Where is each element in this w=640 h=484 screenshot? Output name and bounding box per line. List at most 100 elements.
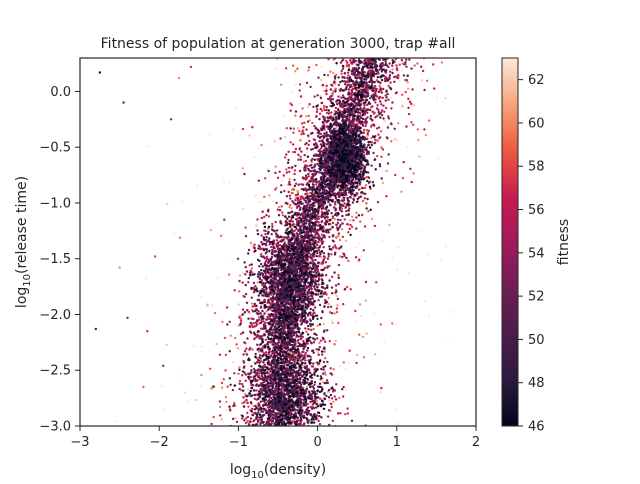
scatter-point [348, 59, 352, 62]
scatter-point [327, 409, 331, 412]
scatter-point [291, 150, 294, 154]
scatter-point [243, 419, 246, 422]
scatter-point [258, 200, 261, 204]
scatter-point [271, 352, 274, 355]
scatter-point [367, 210, 370, 213]
scatter-point [265, 310, 268, 313]
scatter-point [349, 219, 352, 222]
scatter-point [246, 420, 249, 423]
scatter-point [373, 155, 376, 159]
scatter-point [309, 400, 312, 404]
scatter-point [343, 80, 346, 83]
scatter-point [319, 397, 322, 400]
scatter-point [341, 67, 345, 71]
scatter-point [261, 210, 264, 213]
scatter-point [346, 61, 349, 64]
scatter-point [259, 247, 262, 251]
scatter-point [312, 327, 315, 331]
scatter-point [284, 439, 286, 441]
scatter-point [298, 169, 302, 173]
scatter-point [299, 197, 303, 200]
scatter-point [435, 96, 439, 100]
scatter-point [344, 206, 347, 209]
scatter-point [280, 205, 283, 208]
scatter-point [278, 170, 281, 173]
scatter-point [307, 114, 310, 118]
scatter-point [413, 64, 416, 67]
scatter-point [304, 178, 308, 181]
scatter-point [163, 407, 166, 411]
scatter-point [253, 155, 256, 159]
scatter-point [395, 64, 398, 67]
scatter-point [380, 146, 383, 149]
scatter-point [390, 140, 393, 143]
scatter-point [292, 188, 296, 191]
scatter-point [318, 140, 321, 143]
scatter-point [331, 215, 335, 218]
scatter-point [348, 116, 351, 119]
scatter-point [238, 382, 241, 385]
scatter-point [321, 262, 325, 265]
scatter-point [305, 152, 308, 155]
scatter-point [310, 159, 313, 162]
scatter-point [277, 206, 281, 209]
scatter-point [310, 328, 313, 332]
scatter-point [321, 260, 325, 263]
scatter-point [355, 246, 358, 249]
scatter-point [331, 321, 334, 324]
scatter-point [320, 233, 324, 236]
scatter-point [288, 180, 291, 184]
scatter-point [325, 89, 328, 92]
scatter-point [205, 301, 208, 304]
scatter-point [296, 162, 299, 166]
scatter-point [301, 130, 304, 133]
scatter-point [351, 88, 354, 91]
scatter-point [288, 194, 292, 197]
scatter-point [263, 215, 266, 219]
scatter-point [281, 214, 285, 217]
scatter-point [257, 318, 261, 321]
scatter-point [239, 319, 243, 322]
scatter-point [337, 321, 340, 325]
scatter-point [206, 304, 209, 307]
scatter-point [296, 67, 299, 71]
scatter-point [303, 354, 306, 357]
scatter-point [410, 121, 413, 124]
scatter-point [239, 332, 243, 336]
scatter-point [345, 213, 348, 217]
scatter-point [334, 284, 338, 287]
scatter-point [301, 107, 304, 110]
scatter-point [318, 112, 322, 115]
scatter-point [364, 184, 368, 187]
scatter-point [391, 64, 394, 67]
scatter-point [363, 225, 367, 228]
scatter-point [393, 138, 396, 141]
scatter-point [324, 373, 327, 376]
scatter-point [300, 433, 302, 435]
scatter-point [406, 87, 410, 90]
scatter-point [347, 231, 350, 234]
scatter-point [298, 432, 300, 434]
scatter-point [334, 339, 337, 342]
scatter-point [326, 257, 330, 260]
scatter-point [210, 387, 213, 390]
scatter-point [234, 107, 237, 110]
scatter-point [252, 281, 256, 285]
scatter-point [226, 368, 229, 371]
scatter-point [424, 133, 428, 137]
scatter-point [235, 420, 239, 424]
scatter-point [397, 246, 400, 249]
scatter-point [222, 180, 225, 183]
scatter-point [233, 372, 236, 375]
scatter-point [226, 385, 229, 388]
scatter-point [243, 341, 246, 344]
scatter-point [252, 322, 255, 325]
scatter-point [329, 96, 332, 99]
scatter-point [245, 353, 249, 356]
scatter-point [330, 286, 334, 289]
scatter-point [360, 314, 363, 318]
scatter-point [162, 364, 165, 367]
scatter-point [271, 222, 274, 226]
scatter-point [294, 197, 297, 200]
